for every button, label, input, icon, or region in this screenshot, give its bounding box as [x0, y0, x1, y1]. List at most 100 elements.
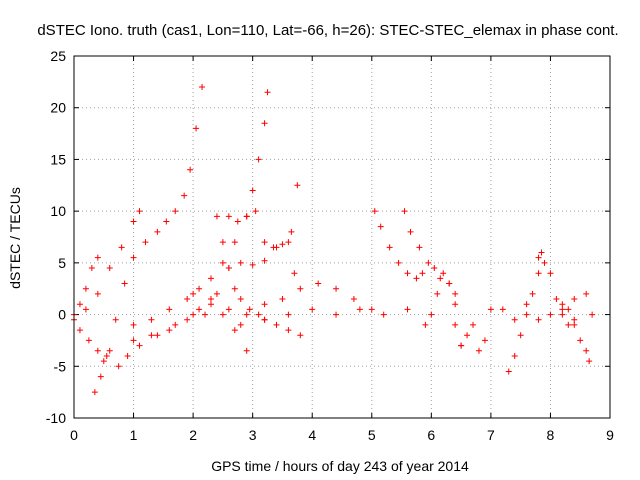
data-point	[255, 156, 262, 163]
data-point	[541, 259, 548, 266]
data-point	[261, 316, 268, 323]
x-tick-label: 2	[189, 427, 197, 443]
data-point	[190, 290, 197, 297]
y-axis-label: dSTEC / TECUs	[7, 187, 23, 289]
data-point	[225, 213, 232, 220]
data-point	[571, 296, 578, 303]
data-point	[142, 239, 149, 246]
data-point	[94, 290, 101, 297]
data-point	[231, 327, 238, 334]
data-point	[121, 280, 128, 287]
data-point	[118, 244, 125, 251]
series-arc-Q	[559, 301, 593, 365]
series-arc-B	[91, 84, 206, 396]
data-point	[333, 311, 340, 318]
data-point	[571, 321, 578, 328]
data-point	[583, 290, 590, 297]
data-point	[487, 306, 494, 313]
data-point	[440, 270, 447, 277]
data-point	[103, 352, 110, 359]
data-point	[559, 311, 566, 318]
data-point	[428, 311, 435, 318]
data-point	[273, 244, 280, 251]
data-point	[589, 311, 596, 318]
data-point	[309, 306, 316, 313]
series-arc-D	[130, 89, 271, 328]
data-point	[517, 332, 524, 339]
data-point	[422, 321, 429, 328]
data-point	[190, 311, 197, 318]
data-point	[404, 270, 411, 277]
data-point	[261, 257, 268, 264]
series-arc-L	[401, 208, 459, 297]
series-arc-J	[237, 306, 411, 328]
series-arc-E	[130, 301, 250, 354]
data-point	[285, 239, 292, 246]
x-axis-label: GPS time / hours of day 243 of year 2014	[211, 458, 469, 474]
data-point	[148, 332, 155, 339]
data-point	[130, 218, 137, 225]
data-point	[291, 270, 298, 277]
data-point	[380, 311, 387, 318]
data-point	[511, 352, 518, 359]
series-arc-H	[202, 239, 298, 318]
data-point	[470, 321, 477, 328]
data-point	[88, 265, 95, 272]
series-arc-O	[505, 249, 545, 375]
data-point	[261, 301, 268, 308]
data-point	[285, 327, 292, 334]
data-point	[437, 275, 444, 282]
data-point	[199, 84, 206, 91]
data-point	[202, 311, 209, 318]
data-point	[547, 311, 554, 318]
data-point	[297, 332, 304, 339]
series-arc-R	[499, 290, 596, 323]
data-point	[246, 306, 253, 313]
data-point	[446, 280, 453, 287]
data-point	[565, 306, 572, 313]
data-point	[196, 285, 203, 292]
data-point	[213, 290, 220, 297]
series-arc-N	[452, 306, 494, 354]
data-point	[416, 244, 423, 251]
data-point	[106, 265, 113, 272]
data-point	[249, 187, 256, 194]
data-point	[237, 259, 244, 266]
data-point	[535, 254, 542, 261]
data-point	[219, 259, 226, 266]
chart-title: dSTEC Iono. truth (cas1, Lon=110, Lat=-6…	[37, 22, 618, 39]
data-point	[243, 213, 250, 220]
data-point	[249, 261, 256, 268]
data-point	[535, 270, 542, 277]
x-tick-label: 4	[308, 427, 316, 443]
data-point	[571, 316, 578, 323]
series-arc-M	[422, 270, 465, 349]
data-point	[297, 285, 304, 292]
y-tick-label: 5	[58, 255, 66, 271]
data-point	[505, 368, 512, 375]
data-point	[82, 306, 89, 313]
data-point	[166, 306, 173, 313]
data-point	[511, 316, 518, 323]
data-point	[452, 301, 459, 308]
data-point	[234, 218, 241, 225]
data-point	[401, 208, 408, 215]
data-point	[136, 208, 143, 215]
data-point	[207, 296, 214, 303]
data-point	[413, 275, 420, 282]
y-tick-label: -5	[54, 358, 67, 374]
data-point	[535, 316, 542, 323]
series-arc-S	[71, 254, 101, 318]
data-point	[368, 306, 375, 313]
y-tick-label: 15	[50, 151, 66, 167]
data-point	[130, 254, 137, 261]
x-tick-label: 6	[427, 427, 435, 443]
data-point	[252, 208, 259, 215]
data-point	[85, 337, 92, 344]
axis-ticks: 0 1 2 3 4 5 6 7 8 9 -10 -5 0 5 10 15 20 25	[46, 48, 614, 443]
data-point	[452, 290, 459, 297]
data-point	[261, 239, 268, 246]
data-point	[419, 270, 426, 277]
y-tick-label: -10	[46, 410, 66, 426]
data-point	[184, 296, 191, 303]
